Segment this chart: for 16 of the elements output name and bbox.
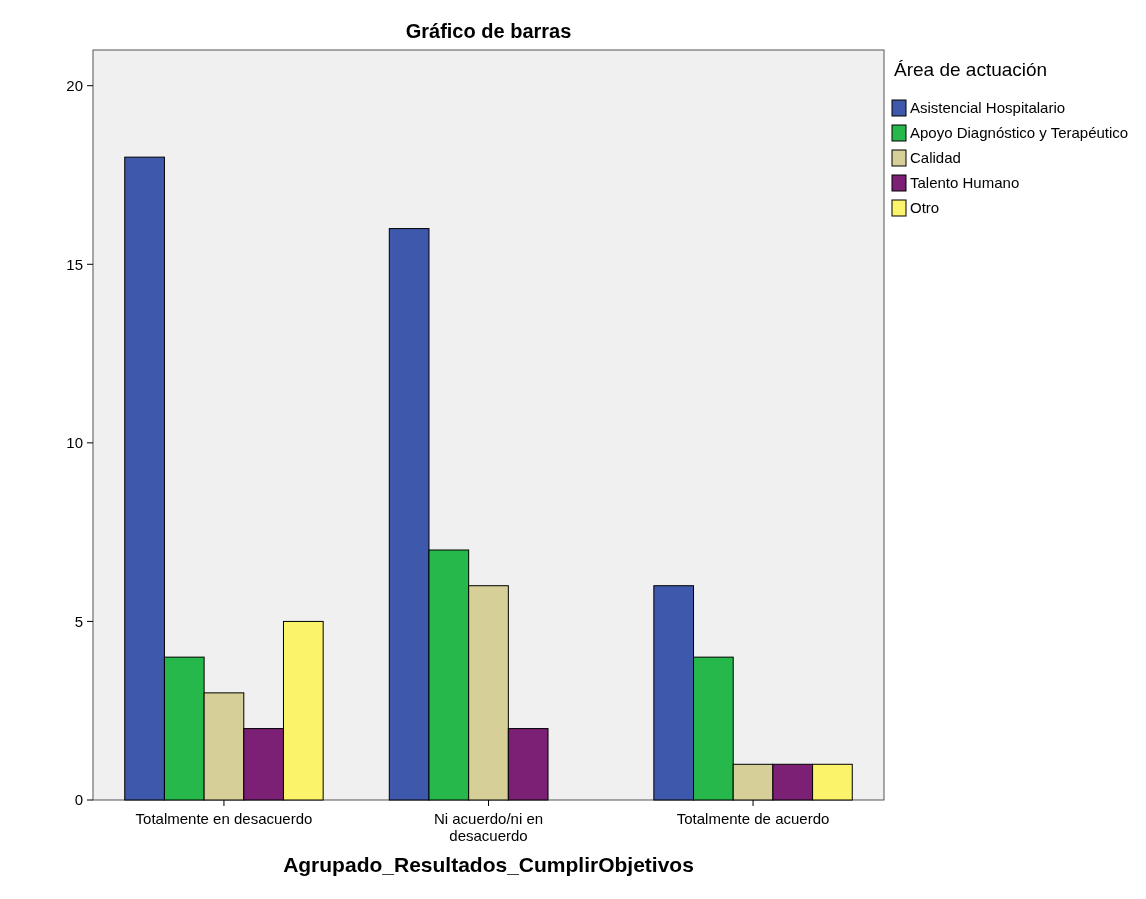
legend-label: Otro [910, 199, 940, 216]
y-tick-label: 15 [66, 255, 83, 273]
y-tick-label: 5 [74, 612, 83, 630]
y-tick-label: 20 [66, 76, 83, 94]
legend-label: Calidad [910, 149, 961, 166]
y-tick-label: 10 [66, 434, 83, 452]
y-tick-label: 0 [74, 791, 83, 809]
x-tick-label: Ni acuerdo/ni en desacuerdo [433, 810, 544, 844]
x-axis-title: Agrupado_Resultados_CumplirObjetivos [283, 853, 694, 876]
x-tick-label: Totalmente en desacuerdo [135, 810, 313, 827]
chart-title: Gráfico de barras [405, 20, 572, 42]
legend-label: Apoyo Diagnóstico y Terapéutico [910, 124, 1129, 141]
legend-title: Área de actuación [894, 59, 1048, 80]
x-tick-label: Totalmente de acuerdo [676, 810, 830, 827]
legend-label: Talento Humano [910, 174, 1020, 191]
legend-label: Asistencial Hospitalario [910, 99, 1066, 116]
